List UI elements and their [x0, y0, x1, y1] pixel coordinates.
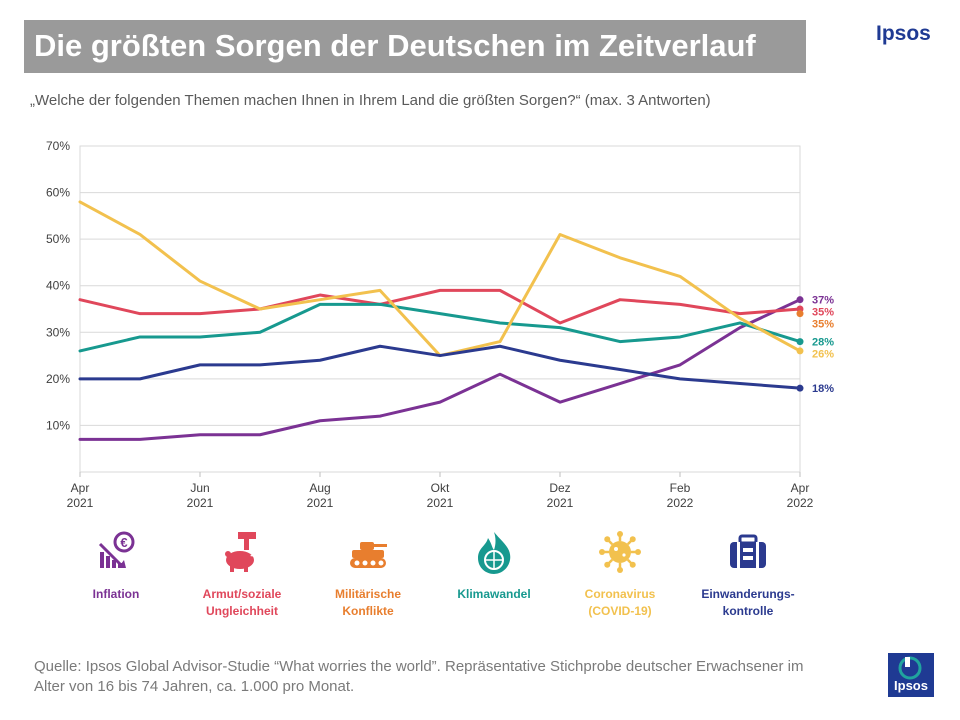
brand-name: Ipsos [876, 22, 931, 45]
svg-text:€: € [120, 535, 127, 550]
legend-item-einwanderung: Einwanderungs- kontrolle [683, 530, 813, 620]
series-line-klima [78, 302, 802, 353]
end-point-einwanderung [796, 384, 804, 392]
x-tick-label: 2021 [547, 496, 574, 510]
end-label-einwanderung: 18% [812, 383, 834, 395]
x-tick-label: Jun [190, 481, 209, 495]
x-tick-label: 2021 [427, 496, 454, 510]
x-tick-label: Aug [309, 481, 330, 495]
inflation-chart-icon: € [98, 531, 135, 568]
end-label-klima: 28% [812, 337, 834, 349]
legend-label-klima: Klimawandel [457, 587, 531, 601]
legend-label-corona: Coronavirus (COVID-19) [584, 587, 656, 618]
legend-item-armut: Armut/soziale Ungleichheit [177, 530, 307, 620]
end-point-inflation [796, 296, 804, 304]
y-tick-label: 40% [46, 279, 70, 293]
flaming-globe-icon [478, 532, 511, 574]
legend-label-militaer: Militärische Konflikte [334, 587, 402, 618]
y-tick-label: 30% [46, 325, 70, 339]
x-tick-label: Okt [431, 481, 450, 495]
legend-label-inflation: Inflation [92, 587, 140, 601]
legend-item-corona: Coronavirus (COVID-19) [555, 530, 685, 620]
end-label-armut: 35% [812, 307, 834, 319]
x-tick-label: 2022 [787, 496, 814, 510]
x-tick-label: Dez [549, 481, 570, 495]
logo-mark-icon [898, 656, 922, 680]
page-title: Die größten Sorgen der Deutschen im Zeit… [34, 28, 756, 63]
virus-icon [599, 531, 641, 573]
piggy-bank-hammer-icon [225, 532, 256, 572]
y-tick-label: 70% [46, 139, 70, 153]
source-note: Quelle: Ipsos Global Advisor-Studie “Wha… [34, 658, 804, 695]
x-tick-label: Apr [71, 481, 90, 495]
end-label-militaer: 35% [812, 319, 834, 331]
legend-label-armut: Armut/soziale Ungleichheit [202, 587, 282, 618]
x-tick-label: Feb [670, 481, 691, 495]
series-line-einwanderung [78, 344, 802, 390]
end-point-militaer [796, 310, 804, 318]
end-point-klima [796, 338, 804, 346]
end-label-inflation: 37% [812, 295, 834, 307]
x-tick-label: Apr [791, 481, 810, 495]
y-tick-label: 10% [46, 418, 70, 432]
x-tick-label: 2021 [307, 496, 334, 510]
tank-icon [350, 542, 387, 568]
series-line-inflation [78, 298, 802, 441]
suitcase-icon [730, 534, 766, 568]
x-tick-label: 2021 [187, 496, 214, 510]
legend-label-einwanderung: Einwanderungs- kontrolle [701, 587, 795, 618]
legend-item-inflation: € Inflation [51, 530, 181, 603]
ipsos-logo: Ipsos [888, 653, 934, 697]
title-banner: Die größten Sorgen der Deutschen im Zeit… [24, 20, 806, 73]
y-tick-label: 20% [46, 372, 70, 386]
line-chart: 10%20%30%40%50%60%70%Apr2021Jun2021Aug20… [46, 139, 834, 510]
plot-area [79, 145, 801, 473]
legend-item-militaer: Militärische Konflikte [303, 530, 433, 620]
y-tick-label: 50% [46, 232, 70, 246]
end-point-corona [796, 347, 804, 355]
x-tick-label: 2021 [67, 496, 94, 510]
series-line-armut [78, 288, 802, 325]
logo-text: Ipsos [894, 678, 928, 693]
chart-subtitle: „Welche der folgenden Themen machen Ihne… [30, 92, 711, 109]
y-tick-label: 60% [46, 186, 70, 200]
x-tick-label: 2022 [667, 496, 694, 510]
legend-item-klima: Klimawandel [429, 530, 559, 603]
end-label-corona: 26% [812, 349, 834, 361]
